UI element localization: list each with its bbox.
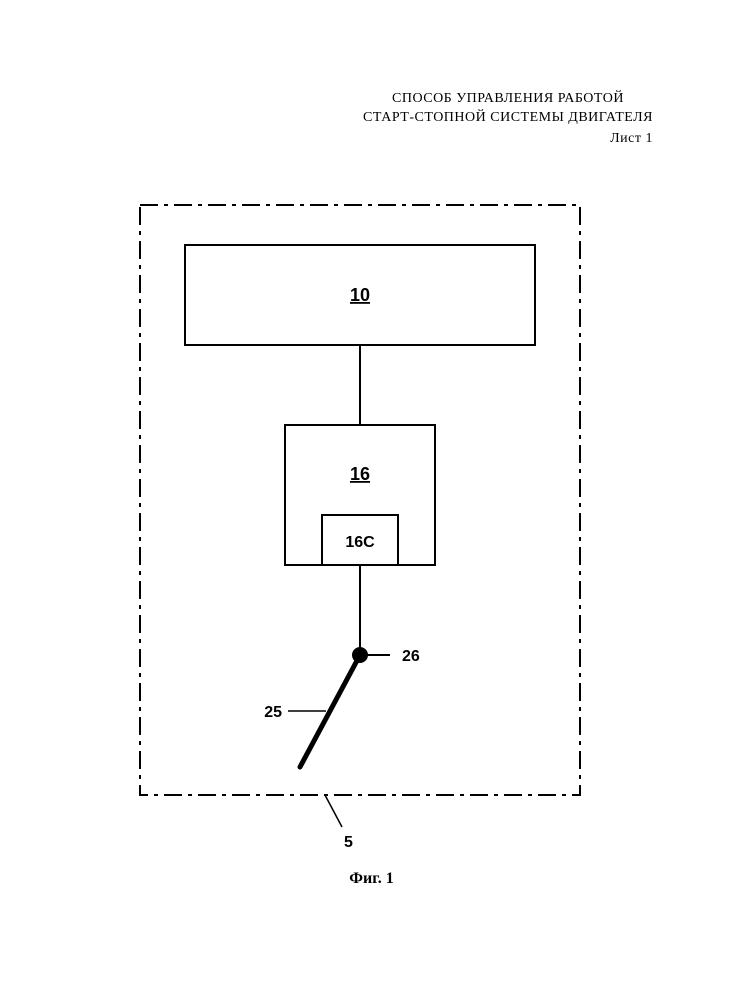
header-sheet: Лист 1 — [363, 130, 653, 149]
header-line-1: СПОСОБ УПРАВЛЕНИЯ РАБОТОЙ — [363, 90, 653, 109]
label-5: 5 — [344, 834, 353, 851]
figure-1-diagram: 10 16 16C 26 25 5 — [130, 195, 590, 815]
box-16c-label: 16C — [345, 534, 375, 551]
label-5-leader — [325, 795, 342, 827]
box-16-label: 16 — [350, 464, 370, 484]
document-header: СПОСОБ УПРАВЛЕНИЯ РАБОТОЙ СТАРТ-СТОПНОЙ … — [363, 90, 653, 149]
label-26: 26 — [402, 648, 420, 665]
figure-caption: Фиг. 1 — [0, 870, 743, 888]
header-line-2: СТАРТ-СТОПНОЙ СИСТЕМЫ ДВИГАТЕЛЯ — [363, 109, 653, 128]
box-10-label: 10 — [350, 285, 370, 305]
label-25: 25 — [264, 704, 282, 721]
